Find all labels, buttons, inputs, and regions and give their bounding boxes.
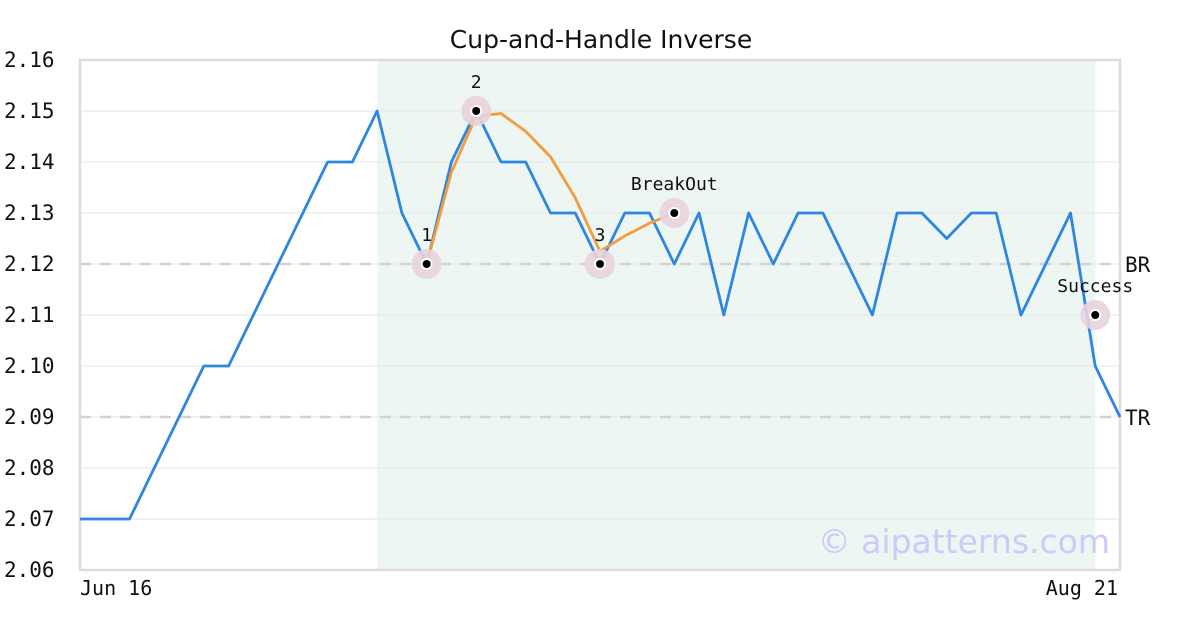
y-tick-label: 2.06 [4, 558, 55, 582]
plot-frame [78, 58, 1122, 572]
pattern-marker: 2 [461, 72, 492, 126]
reference-line-label: TR [1125, 406, 1151, 430]
marker-dot [1091, 311, 1100, 319]
marker-dot [422, 260, 431, 268]
y-tick-label: 2.07 [4, 507, 55, 531]
y-tick-label: 2.14 [4, 150, 55, 174]
y-tick-label: 2.16 [4, 48, 55, 72]
pattern-marker: 3 [585, 225, 615, 279]
y-tick-label: 2.13 [4, 201, 55, 225]
marker-label: 1 [421, 225, 432, 246]
y-tick-label: 2.15 [4, 99, 55, 123]
marker-dot [472, 107, 481, 115]
y-tick-label: 2.12 [4, 252, 55, 276]
y-tick-label: 2.11 [4, 303, 55, 327]
pattern-marker: Success [1057, 276, 1133, 330]
reference-line-label: BR [1125, 253, 1151, 277]
marker-label: 2 [471, 72, 482, 93]
y-axis-ticks: 2.06 2.07 2.08 2.09 2.10 2.11 2.12 2.13 2.14 2.15… [4, 48, 55, 582]
marker-label: BreakOut [631, 174, 718, 195]
series-lines [80, 109, 1122, 521]
chart-title: Cup-and-Handle Inverse [450, 25, 752, 54]
markers: 1 2 3 BreakOut Success [411, 72, 1133, 330]
pattern-marker: 1 [411, 225, 442, 279]
y-tick-label: 2.09 [4, 405, 55, 429]
series-line [80, 109, 1122, 521]
y-tick-label: 2.10 [4, 354, 55, 378]
marker-dot [596, 260, 604, 268]
x-tick-end: Aug 21 [1046, 576, 1118, 600]
marker-label: 3 [595, 225, 606, 246]
y-tick-label: 2.08 [4, 456, 55, 480]
watermark: © aipatterns.com [818, 522, 1110, 561]
series-line [425, 112, 675, 265]
marker-label: Success [1057, 276, 1133, 297]
pattern-marker: BreakOut [631, 174, 718, 228]
x-tick-start: Jun 16 [80, 576, 152, 600]
marker-dot [670, 209, 679, 217]
